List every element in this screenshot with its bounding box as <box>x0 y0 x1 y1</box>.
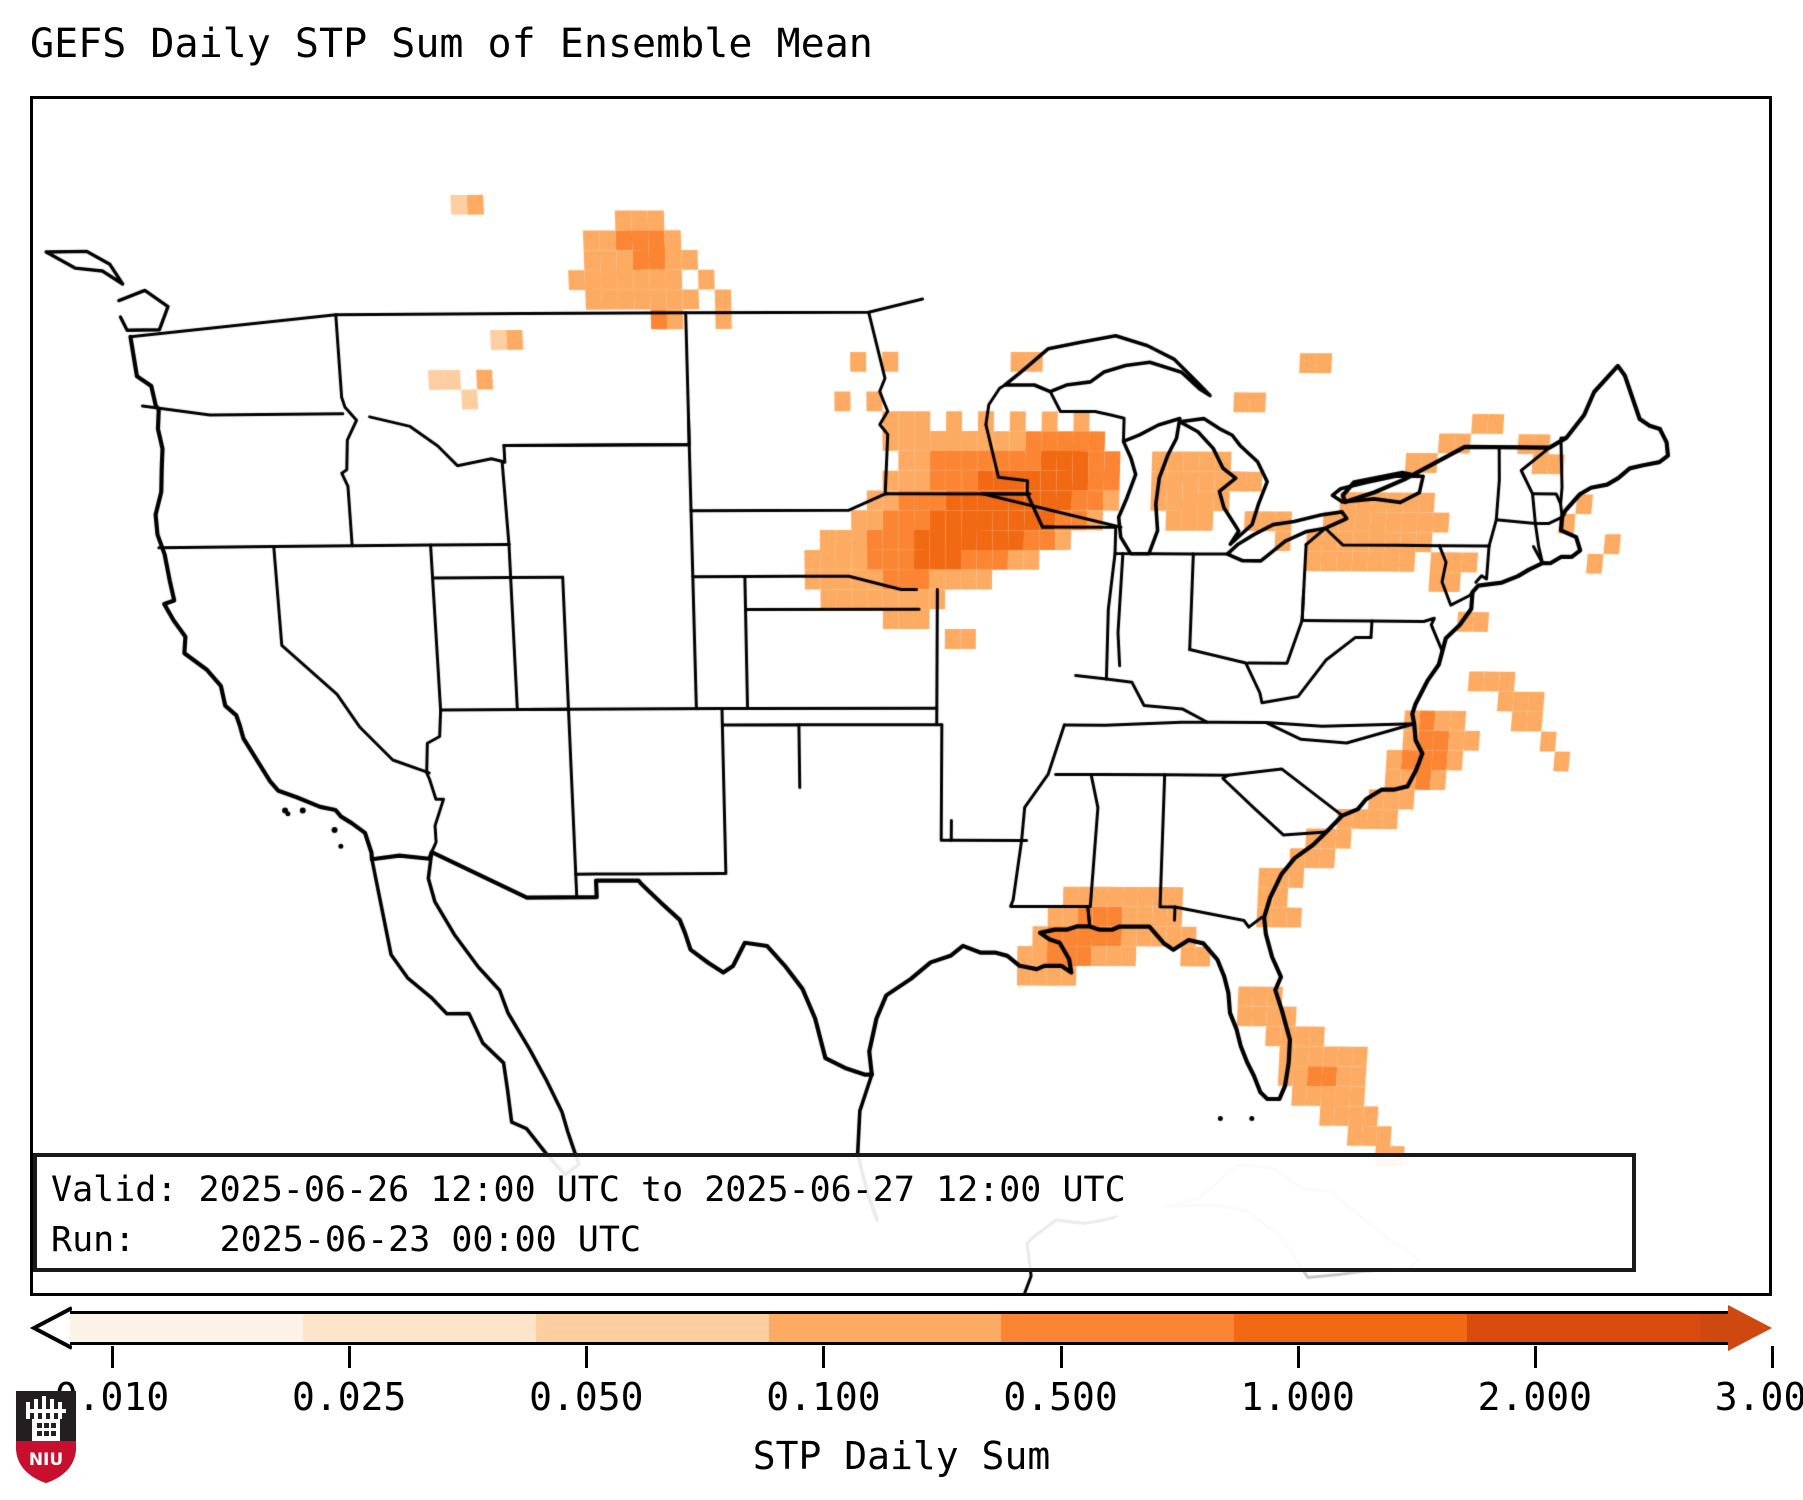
colorbar-tick-label-4: 0.500 <box>1003 1375 1118 1419</box>
colorbar-tick-5 <box>1296 1346 1300 1368</box>
colorbar-tick-label-7: 3.000 <box>1714 1375 1803 1419</box>
map-plot-area[interactable] <box>30 96 1772 1296</box>
valid-time-line: Valid: 2025-06-26 12:00 UTC to 2025-06-2… <box>51 1170 1126 1210</box>
colorbar-band-0 <box>70 1314 303 1342</box>
colorbar-tick-1 <box>348 1346 352 1368</box>
colorbar-tick-label-1: 0.025 <box>291 1375 407 1419</box>
map-canvas[interactable] <box>33 99 1769 1293</box>
colorbar-tick-label-5: 1.000 <box>1240 1375 1355 1419</box>
colorbar-ticks <box>30 1346 1774 1370</box>
colorbar-tick-3 <box>822 1346 826 1368</box>
page-title: GEFS Daily STP Sum of Ensemble Mean <box>30 21 873 67</box>
valid-run-info-box: Valid: 2025-06-26 12:00 UTC to 2025-06-2… <box>33 1153 1636 1272</box>
run-time-line: Run: 2025-06-23 00:00 UTC <box>51 1220 642 1260</box>
colorbar-band-5 <box>1234 1314 1468 1342</box>
colorbar-tick-label-2: 0.050 <box>529 1375 644 1419</box>
colorbar-gradient <box>70 1311 1731 1345</box>
niu-logo-text: NIU <box>29 1450 63 1470</box>
colorbar-band-1 <box>302 1314 536 1342</box>
colorbar-tick-label-3: 0.100 <box>766 1375 881 1419</box>
colorbar-axis-label: STP Daily Sum <box>752 1434 1051 1478</box>
colorbar-tick-0 <box>111 1346 114 1368</box>
niu-logo: NIU <box>16 1391 76 1483</box>
colorbar-band-3 <box>768 1314 1002 1342</box>
colorbar-band-4 <box>1001 1314 1235 1342</box>
colorbar-under-arrow <box>30 1305 70 1351</box>
colorbar-band-6 <box>1467 1314 1701 1342</box>
colorbar-tick-6 <box>1533 1346 1537 1368</box>
colorbar-tick-4 <box>1059 1346 1063 1368</box>
colorbar-tick-label-6: 2.000 <box>1477 1375 1593 1419</box>
colorbar-band-2 <box>535 1314 769 1342</box>
colorbar-tick-2 <box>585 1346 589 1368</box>
colorbar-band-7 <box>1700 1314 1731 1342</box>
colorbar-tick-7 <box>1771 1346 1774 1368</box>
colorbar[interactable] <box>30 1305 1772 1351</box>
colorbar-over-arrow <box>1728 1305 1772 1351</box>
